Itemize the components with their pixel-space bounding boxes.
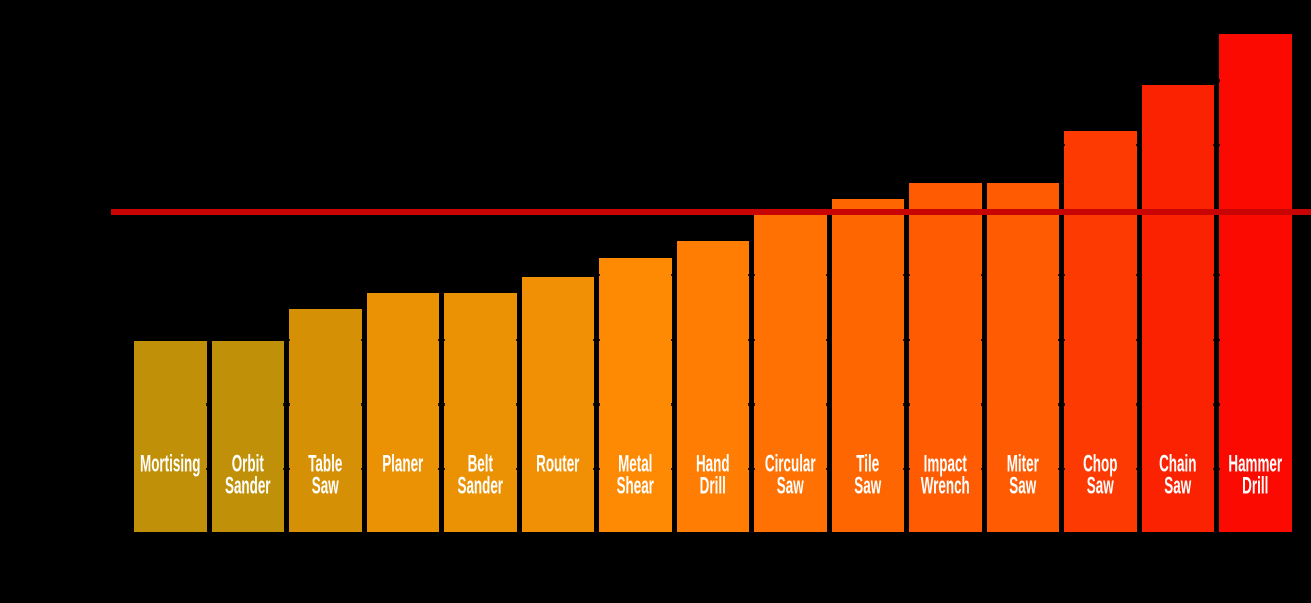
svg-text:Drill: Drill bbox=[1242, 473, 1268, 500]
svg-text:Router: Router bbox=[536, 451, 580, 478]
svg-text:Wrench: Wrench bbox=[921, 473, 970, 500]
svg-text:Sander: Sander bbox=[457, 473, 503, 500]
svg-text:Miter: Miter bbox=[1007, 451, 1039, 478]
svg-text:Planer: Planer bbox=[382, 451, 423, 478]
svg-text:Saw: Saw bbox=[854, 473, 881, 500]
svg-text:Metal: Metal bbox=[618, 451, 652, 478]
svg-text:Shear: Shear bbox=[617, 473, 655, 500]
svg-text:Drill: Drill bbox=[700, 473, 726, 500]
svg-text:Tile: Tile bbox=[856, 451, 879, 478]
svg-text:Hand: Hand bbox=[696, 451, 730, 478]
svg-text:Saw: Saw bbox=[1164, 473, 1191, 500]
svg-text:Mortising: Mortising bbox=[140, 451, 200, 478]
svg-text:Saw: Saw bbox=[312, 473, 339, 500]
svg-text:Chop: Chop bbox=[1083, 451, 1117, 478]
svg-text:Saw: Saw bbox=[1009, 473, 1036, 500]
svg-text:Hammer: Hammer bbox=[1228, 451, 1282, 478]
svg-text:Table: Table bbox=[308, 451, 342, 478]
svg-text:Belt: Belt bbox=[468, 451, 494, 478]
svg-text:Chain: Chain bbox=[1159, 451, 1196, 478]
svg-text:Saw: Saw bbox=[777, 473, 804, 500]
svg-text:Sander: Sander bbox=[225, 473, 271, 500]
svg-text:Impact: Impact bbox=[924, 451, 968, 478]
svg-text:Saw: Saw bbox=[1087, 473, 1114, 500]
svg-text:Orbit: Orbit bbox=[232, 451, 264, 478]
svg-text:Circular: Circular bbox=[765, 451, 816, 478]
